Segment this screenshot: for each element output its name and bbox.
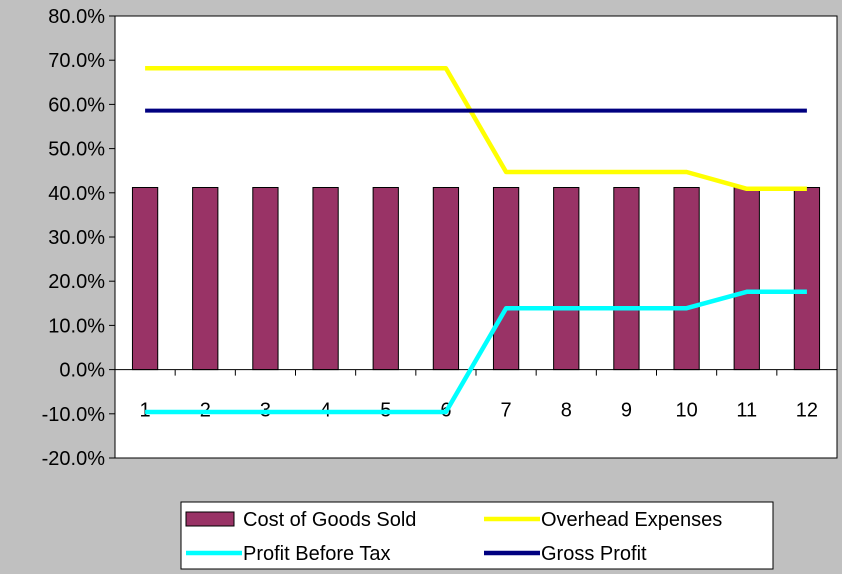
- x-tick-label: 7: [501, 400, 512, 422]
- bar-cost-of-goods-sold: [131, 186, 159, 371]
- line-series: [145, 65, 807, 415]
- x-tick-label: 10: [675, 400, 697, 422]
- bar-cost-of-goods-sold: [733, 186, 760, 371]
- bar-cost-of-goods-sold: [673, 186, 700, 371]
- y-tick-label: 50.0%: [48, 139, 105, 161]
- legend-label-overhead-expenses: Overhead Expenses: [541, 509, 722, 531]
- x-tick-label: 1: [140, 400, 151, 422]
- line-overhead-expenses: [145, 65, 807, 192]
- bar-cost-of-goods-sold: [613, 186, 640, 371]
- legend-box: [180, 501, 774, 570]
- y-tick-label: 30.0%: [48, 227, 105, 249]
- legend-label-profit-before-tax: Profit Before Tax: [243, 543, 390, 565]
- legend-label-cost-of-goods-sold: Cost of Goods Sold: [243, 509, 416, 531]
- x-tick-label: 11: [736, 400, 757, 422]
- y-tick-label: 20.0%: [48, 271, 105, 293]
- bar-cost-of-goods-sold: [793, 186, 821, 371]
- y-tick-label: 0.0%: [59, 360, 105, 382]
- legend-swatch-cost-of-goods-sold: [185, 511, 235, 527]
- bar-cost-of-goods-sold: [252, 186, 279, 371]
- y-tick-label: 40.0%: [48, 183, 105, 205]
- x-tick-label: 9: [621, 400, 632, 422]
- y-tick-label: -20.0%: [42, 448, 106, 470]
- y-tick-label: 80.0%: [48, 6, 105, 28]
- bar-cost-of-goods-sold: [492, 186, 520, 371]
- bar-cost-of-goods-sold: [192, 186, 219, 371]
- legend: Cost of Goods Sold Overhead Expenses Profi…: [180, 501, 774, 570]
- x-tick-label: 12: [796, 400, 818, 422]
- y-axis: -20.0% -10.0% 0.0% 10.0% 20.0% 30.0% 40.0% 50.0…: [42, 6, 115, 470]
- bar-series: [131, 186, 821, 371]
- plot-area: [114, 15, 838, 459]
- bar-cost-of-goods-sold: [553, 186, 580, 371]
- bar-cost-of-goods-sold: [432, 186, 460, 371]
- bar-cost-of-goods-sold: [312, 186, 339, 371]
- x-tick-label: 8: [561, 400, 572, 422]
- y-tick-label: 60.0%: [48, 94, 105, 116]
- bar-cost-of-goods-sold: [372, 186, 399, 371]
- y-tick-label: 10.0%: [48, 315, 105, 337]
- y-tick-label: 70.0%: [48, 50, 105, 72]
- legend-label-gross-profit: Gross Profit: [541, 543, 647, 565]
- y-tick-label: -10.0%: [42, 404, 106, 426]
- line-profit-before-tax: [145, 289, 807, 415]
